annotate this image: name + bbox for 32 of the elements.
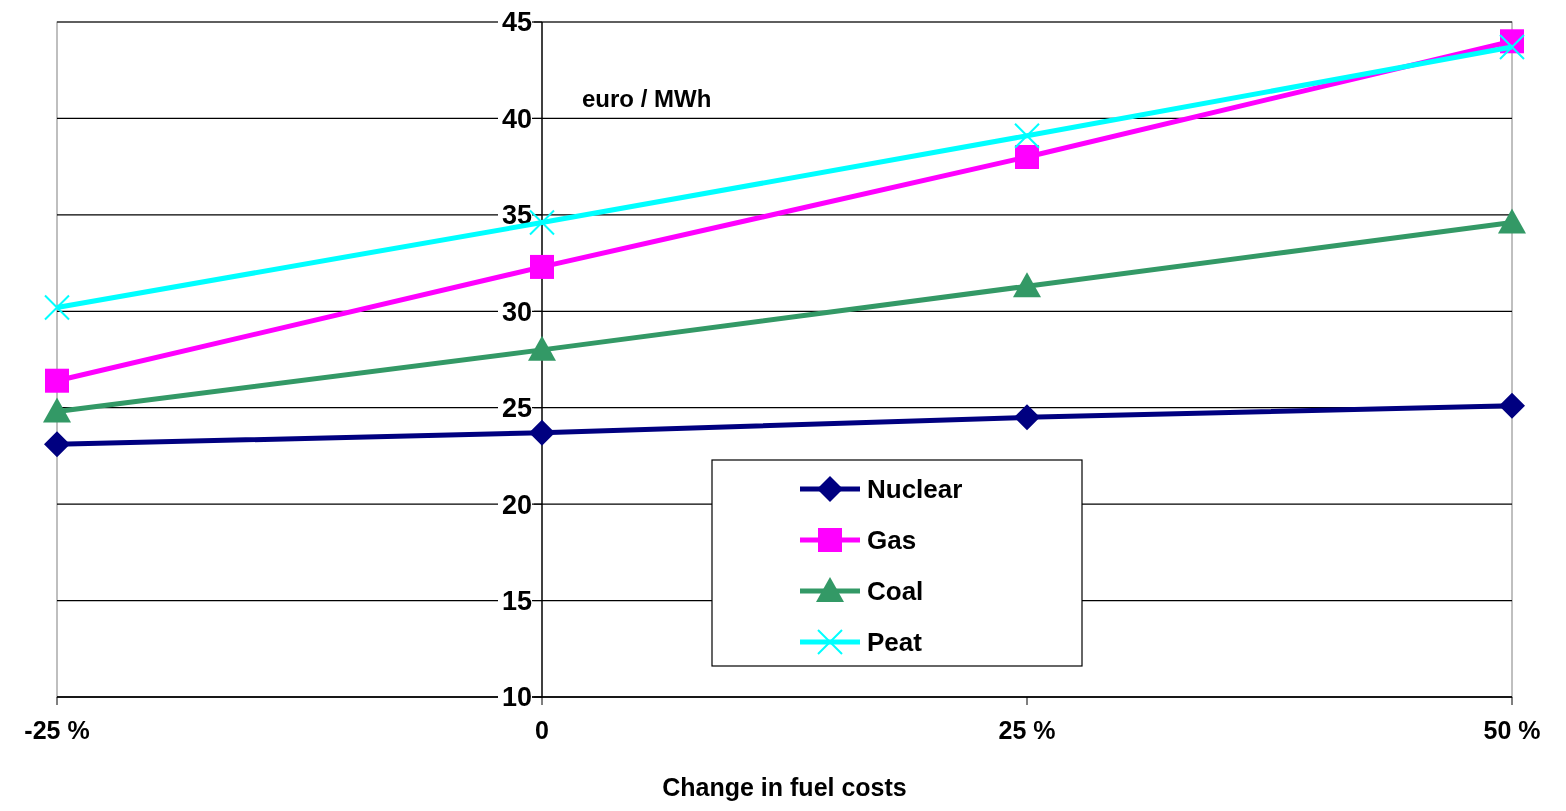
point	[45, 368, 69, 393]
legend-label: Peat	[867, 627, 923, 658]
point	[1498, 208, 1526, 234]
point	[1013, 272, 1041, 298]
point	[529, 419, 555, 446]
legend-label: Gas	[867, 525, 917, 556]
point	[1015, 145, 1039, 169]
legend-label: Nuclear	[867, 474, 963, 505]
point	[528, 335, 556, 361]
y-tick-label: 15	[501, 586, 532, 617]
y-tick-label: 35	[501, 200, 532, 231]
y-tick-label: 25	[501, 393, 532, 424]
y-tick-label: 20	[501, 489, 532, 520]
point	[44, 294, 70, 321]
y-tick-label: 45	[501, 7, 532, 38]
y-tick-label: 40	[501, 103, 532, 134]
x-tick-label: -25 %	[24, 716, 90, 744]
x-tick-label: 25 %	[998, 716, 1056, 744]
point	[1014, 122, 1040, 149]
y-tick-label: 10	[501, 682, 532, 713]
point	[1499, 34, 1525, 61]
x-tick-label: 50 %	[1483, 716, 1541, 744]
point	[1014, 404, 1040, 431]
y-tick-label: 30	[501, 296, 532, 327]
x-tick-label: 0	[535, 716, 549, 744]
x-axis-title: Change in fuel costs	[662, 773, 907, 801]
y-axis-title: euro / MWh	[582, 85, 712, 112]
point	[43, 397, 71, 423]
point	[530, 254, 554, 279]
point	[44, 431, 70, 458]
point	[1499, 392, 1525, 419]
legend-label: Coal	[867, 576, 924, 607]
